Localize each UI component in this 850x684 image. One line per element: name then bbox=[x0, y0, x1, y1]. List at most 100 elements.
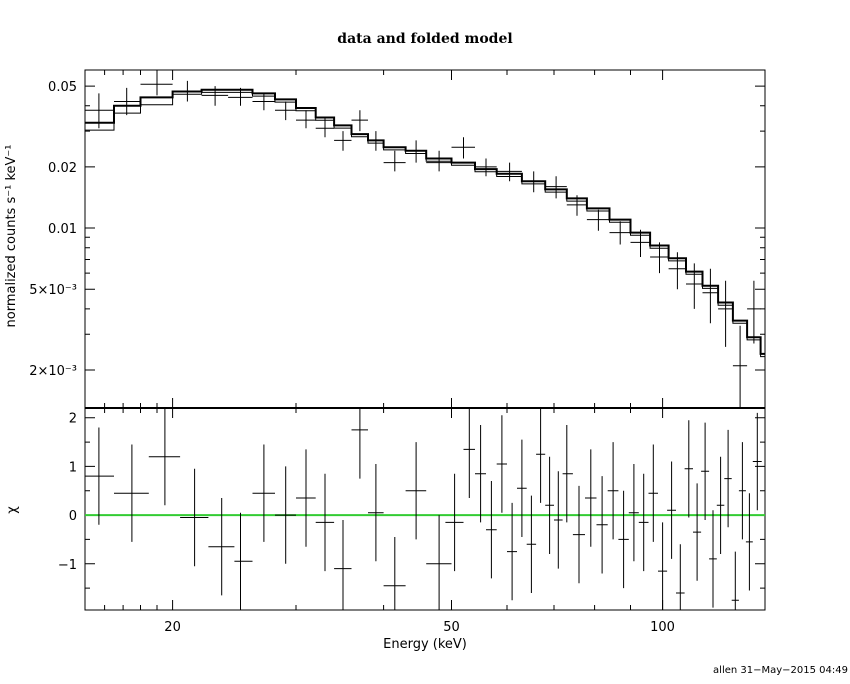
residual-point bbox=[731, 551, 739, 610]
residual-point bbox=[507, 502, 517, 601]
x-tick-label: 100 bbox=[650, 620, 675, 635]
data-point-top bbox=[609, 221, 631, 245]
residual-point bbox=[709, 510, 717, 608]
residual-point bbox=[738, 442, 746, 540]
bottom-panel: 2 1 0 −1 20 50 100 bbox=[58, 407, 766, 635]
residual-point bbox=[693, 483, 702, 581]
residual-point bbox=[351, 408, 368, 479]
y-tick-label-top: 0.05 bbox=[48, 80, 77, 95]
data-point-top bbox=[315, 117, 335, 138]
residual-point bbox=[486, 481, 497, 579]
data-point-top bbox=[228, 87, 253, 106]
residual-point bbox=[426, 515, 452, 610]
residual-point bbox=[405, 442, 427, 540]
residual-point bbox=[148, 408, 181, 506]
y-axis-label-bottom: χ bbox=[5, 506, 20, 514]
residual-point bbox=[315, 473, 335, 572]
x-axis-label: Energy (keV) bbox=[383, 637, 467, 652]
residual-point bbox=[724, 429, 732, 528]
y-tick-label-top: 5×10⁻³ bbox=[29, 283, 77, 298]
data-point-top bbox=[630, 229, 651, 257]
residual-point bbox=[684, 420, 693, 518]
residual-point bbox=[526, 495, 537, 593]
residual-point bbox=[648, 444, 658, 542]
data-point-top bbox=[451, 137, 475, 159]
data-point-top bbox=[114, 87, 141, 116]
model-trace-thick bbox=[85, 88, 765, 355]
residual-point bbox=[275, 466, 296, 564]
residual-point bbox=[638, 473, 649, 572]
x-tick-label: 20 bbox=[164, 620, 181, 635]
data-point-top bbox=[668, 252, 686, 290]
data-point-top bbox=[718, 280, 733, 347]
residual-point bbox=[383, 537, 406, 610]
data-point-top bbox=[650, 242, 669, 274]
data-point-top bbox=[586, 209, 610, 231]
data-point-top bbox=[521, 171, 546, 193]
y-tick-label-bottom: 0 bbox=[69, 509, 77, 524]
residual-point bbox=[554, 471, 563, 569]
data-point-top bbox=[85, 93, 114, 129]
residual-point bbox=[596, 476, 608, 574]
residual-point bbox=[536, 408, 546, 503]
data-point-top bbox=[747, 280, 761, 344]
data-point-top bbox=[702, 268, 719, 324]
data-point-top bbox=[545, 176, 567, 199]
residual-point bbox=[85, 427, 114, 525]
residual-point bbox=[585, 449, 597, 547]
residual-point bbox=[658, 522, 668, 610]
data-point-top bbox=[252, 93, 275, 111]
y-tick-label-top: 0.02 bbox=[48, 161, 77, 176]
data-point-top bbox=[383, 150, 406, 172]
data-point-top bbox=[566, 195, 587, 216]
y-tick-label-bottom: 1 bbox=[69, 460, 77, 475]
data-point-top bbox=[405, 140, 427, 163]
y-tick-label-top: 2×10⁻³ bbox=[29, 364, 77, 379]
residual-point bbox=[252, 444, 275, 542]
y-tick-label-bottom: 2 bbox=[69, 412, 77, 427]
residual-point bbox=[716, 456, 725, 554]
residual-point bbox=[618, 490, 629, 589]
residual-point bbox=[114, 444, 149, 542]
residual-point bbox=[607, 442, 619, 540]
data-point-top bbox=[496, 162, 522, 182]
residual-point bbox=[208, 498, 235, 596]
residual-point bbox=[701, 422, 710, 520]
residual-point bbox=[368, 464, 384, 562]
x-tick-label: 50 bbox=[443, 620, 460, 635]
data-point-top bbox=[296, 110, 316, 129]
chart-title: data and folded model bbox=[337, 31, 512, 47]
data-point-top bbox=[426, 150, 452, 172]
data-point-top bbox=[275, 101, 296, 121]
residual-point bbox=[296, 449, 316, 547]
data-point-top bbox=[351, 110, 368, 132]
data-point-top bbox=[201, 86, 229, 106]
footer-timestamp: allen 31−May−2015 04:49 bbox=[713, 665, 848, 676]
residual-point bbox=[667, 461, 676, 559]
residual-point bbox=[628, 464, 639, 562]
data-point-top bbox=[368, 131, 384, 151]
residual-point bbox=[517, 439, 527, 537]
residual-point bbox=[334, 520, 352, 610]
residual-point bbox=[572, 485, 585, 584]
residual-point bbox=[745, 493, 753, 591]
data-point-top bbox=[334, 131, 352, 151]
residual-point bbox=[496, 415, 507, 513]
data-point-top bbox=[732, 325, 748, 408]
residual-point bbox=[562, 425, 573, 523]
residual-point bbox=[180, 468, 209, 567]
residual-point bbox=[463, 408, 475, 498]
data-point-top bbox=[140, 73, 173, 96]
data-point-top bbox=[686, 263, 703, 309]
y-tick-label-top: 0.01 bbox=[48, 222, 77, 237]
y-tick-label-bottom: −1 bbox=[58, 558, 77, 573]
residual-point bbox=[475, 425, 486, 523]
residual-point bbox=[445, 473, 464, 572]
data-point-top bbox=[475, 158, 497, 177]
residual-point bbox=[234, 512, 253, 610]
y-axis-label-top: normalized counts s⁻¹ keV⁻¹ bbox=[4, 145, 19, 328]
residual-point bbox=[676, 544, 685, 610]
